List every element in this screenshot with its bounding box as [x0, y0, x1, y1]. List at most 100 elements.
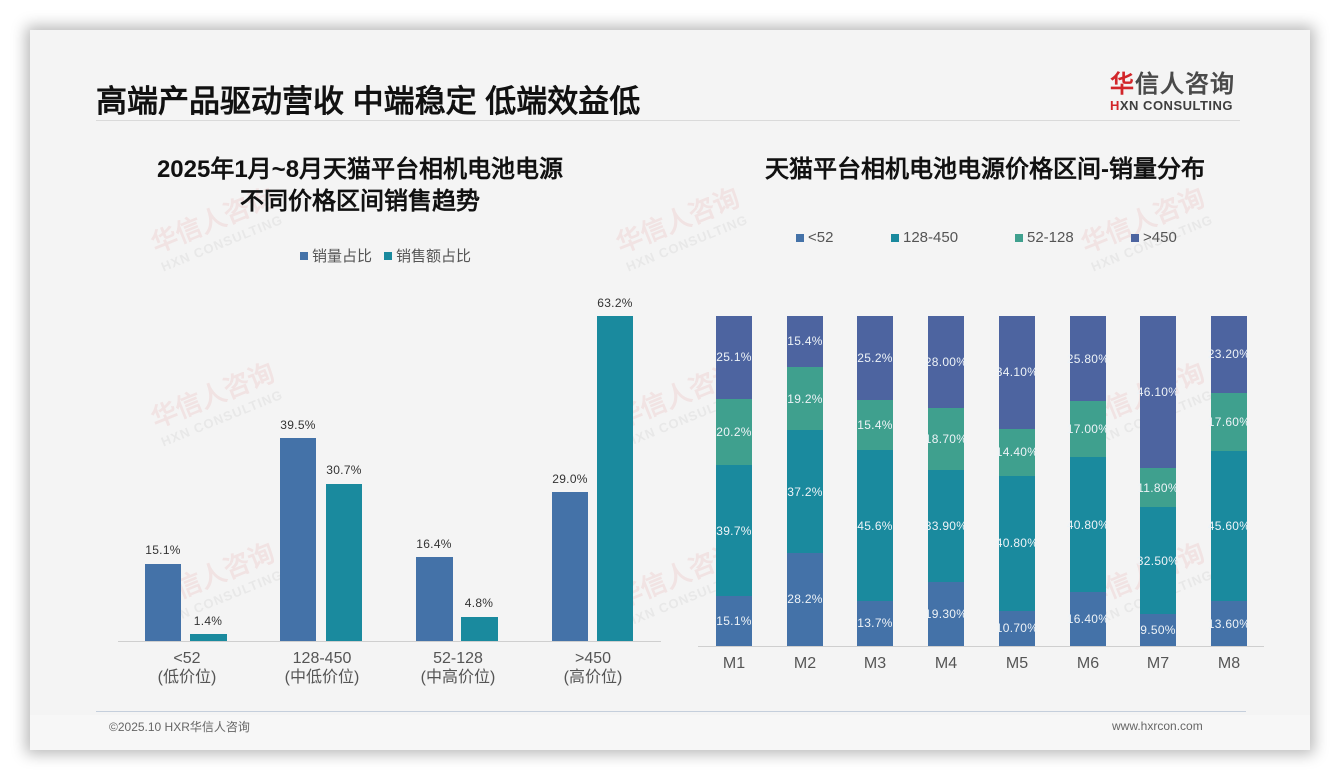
segment-128-450: 40.80%: [1067, 457, 1109, 592]
bar-value-label: 29.0%: [552, 472, 588, 486]
bar-volume-gt450: [552, 492, 588, 641]
x-category-52-128: 52-128 (中高价位): [398, 649, 518, 687]
segment-gt450: 28.00%: [925, 316, 967, 409]
legend-swatch: [300, 251, 308, 260]
category-tier: (高价位): [563, 669, 623, 686]
legend-swatch: [1015, 233, 1023, 242]
legend-item-lt52: <52: [796, 229, 891, 246]
right-chart-title: 天猫平台相机电池电源价格区间-销量分布: [765, 156, 1205, 183]
segment-52-128: 20.2%: [716, 398, 752, 466]
segment-gt450: 15.4%: [787, 316, 823, 367]
x-label-m4: M4: [934, 655, 958, 672]
segment-lt52: 13.60%: [1208, 601, 1250, 646]
legend-label: 52-128: [1027, 229, 1074, 246]
segment-lt52: 15.1%: [716, 596, 752, 646]
segment-128-450: 32.50%: [1137, 507, 1179, 615]
segment-gt450: 25.80%: [1067, 316, 1109, 402]
segment-52-128: 14.40%: [996, 428, 1038, 477]
stacked-bar-m3: 13.7% 45.6% 15.4% 25.2%: [857, 316, 893, 646]
legend-label: 销售额占比: [396, 248, 472, 265]
segment-lt52: 28.2%: [787, 552, 823, 646]
legend-swatch: [384, 251, 393, 260]
stacked-bar-m1: 15.1% 39.7% 20.2% 25.1%: [716, 316, 752, 646]
segment-52-128: 19.2%: [787, 366, 823, 431]
stacked-bar-m8: 13.60% 45.60% 17.60% 23.20%: [1208, 316, 1250, 646]
stacked-bar-m7: 9.50% 32.50% 11.80% 46.10%: [1137, 316, 1179, 646]
right-chart-legend: <52 128-450 52-128 >450: [796, 229, 1177, 246]
x-axis-line: [118, 641, 661, 642]
category-range: <52: [173, 650, 201, 667]
company-logo: 华信人咨询 HXN CONSULTING: [1110, 64, 1240, 113]
category-tier: (低价位): [157, 669, 217, 686]
bar-value-label: 16.4%: [416, 537, 452, 551]
legend-label: <52: [808, 229, 834, 246]
segment-52-128: 18.70%: [925, 408, 967, 471]
left-chart-title-line1: 2025年1月~8月天猫平台相机电池电源: [156, 156, 564, 183]
left-chart-title-line2: 不同价格区间销售趋势: [240, 188, 480, 215]
bar-volume-52-128: [416, 557, 453, 641]
legend-swatch: [1131, 233, 1139, 242]
bar-revenue-128-450: [326, 484, 362, 641]
title-divider: [96, 120, 1240, 121]
copyright-text: ©2025.10 HXR华信人咨询: [109, 720, 250, 734]
x-label-m3: M3: [863, 655, 887, 672]
website-link[interactable]: www.hxrcon.com: [1112, 719, 1203, 733]
bar-value-label: 39.5%: [280, 418, 316, 432]
page-title: 高端产品驱动营收 中端稳定 低端效益低: [96, 84, 641, 119]
legend-swatch: [796, 233, 804, 242]
segment-128-450: 33.90%: [925, 470, 967, 583]
category-range: >450: [574, 650, 612, 667]
segment-lt52: 13.7%: [857, 600, 893, 646]
segment-128-450: 45.60%: [1208, 450, 1250, 602]
segment-128-450: 37.2%: [787, 430, 823, 553]
x-label-m1: M1: [722, 655, 746, 672]
legend-item-volume: 销量占比: [300, 245, 372, 266]
stacked-bar-m6: 16.40% 40.80% 17.00% 25.80%: [1067, 316, 1109, 646]
segment-lt52: 16.40%: [1067, 591, 1109, 646]
logo-cn: 华信人咨询: [1110, 71, 1235, 98]
stacked-bar-m5: 10.70% 40.80% 14.40% 34.10%: [996, 316, 1038, 646]
stacked-bar-m2: 28.2% 37.2% 19.2% 15.4%: [787, 316, 823, 646]
segment-52-128: 11.80%: [1137, 468, 1179, 508]
legend-label: 销量占比: [312, 248, 373, 265]
x-axis-line: [698, 646, 1264, 647]
left-chart-legend: 销量占比 销售额占比: [300, 245, 471, 266]
segment-gt450: 23.20%: [1208, 316, 1250, 393]
footer-divider: [96, 711, 1246, 712]
bar-revenue-lt52: [190, 634, 227, 641]
bar-value-label: 30.7%: [326, 463, 362, 477]
stacked-bar-m4: 19.30% 33.90% 18.70% 28.00%: [925, 316, 967, 646]
segment-128-450: 45.6%: [857, 450, 893, 601]
bar-volume-lt52: [145, 564, 181, 641]
bar-value-label: 63.2%: [597, 296, 633, 310]
legend-label: 128-450: [903, 229, 959, 246]
legend-swatch: [891, 233, 899, 242]
x-label-m8: M8: [1217, 655, 1241, 672]
legend-item-revenue: 销售额占比: [384, 245, 471, 266]
legend-label: >450: [1143, 229, 1177, 246]
logo-en: HXN CONSULTING: [1110, 98, 1234, 113]
x-category-gt450: >450 (高价位): [533, 649, 653, 687]
left-chart-title: 2025年1月~8月天猫平台相机电池电源 不同价格区间销售趋势: [120, 154, 600, 218]
footer-band: [30, 715, 1310, 750]
segment-lt52: 9.50%: [1140, 614, 1176, 646]
segment-lt52: 19.30%: [925, 582, 967, 646]
segment-lt52: 10.70%: [996, 610, 1038, 646]
legend-item-128-450: 128-450: [891, 229, 1015, 246]
x-label-m6: M6: [1076, 655, 1100, 672]
segment-gt450: 25.2%: [857, 316, 893, 400]
category-range: 128-450: [292, 650, 352, 667]
bar-revenue-gt450: [597, 316, 633, 641]
segment-52-128: 17.00%: [1067, 401, 1109, 458]
segment-52-128: 17.60%: [1208, 392, 1250, 451]
x-label-m2: M2: [793, 655, 817, 672]
segment-gt450: 25.1%: [716, 316, 752, 399]
segment-52-128: 15.4%: [857, 399, 893, 451]
bar-value-label: 1.4%: [193, 614, 223, 628]
bar-volume-128-450: [280, 438, 316, 641]
category-range: 52-128: [433, 650, 483, 667]
legend-item-52-128: 52-128: [1015, 229, 1131, 246]
category-tier: (中低价位): [284, 669, 360, 686]
